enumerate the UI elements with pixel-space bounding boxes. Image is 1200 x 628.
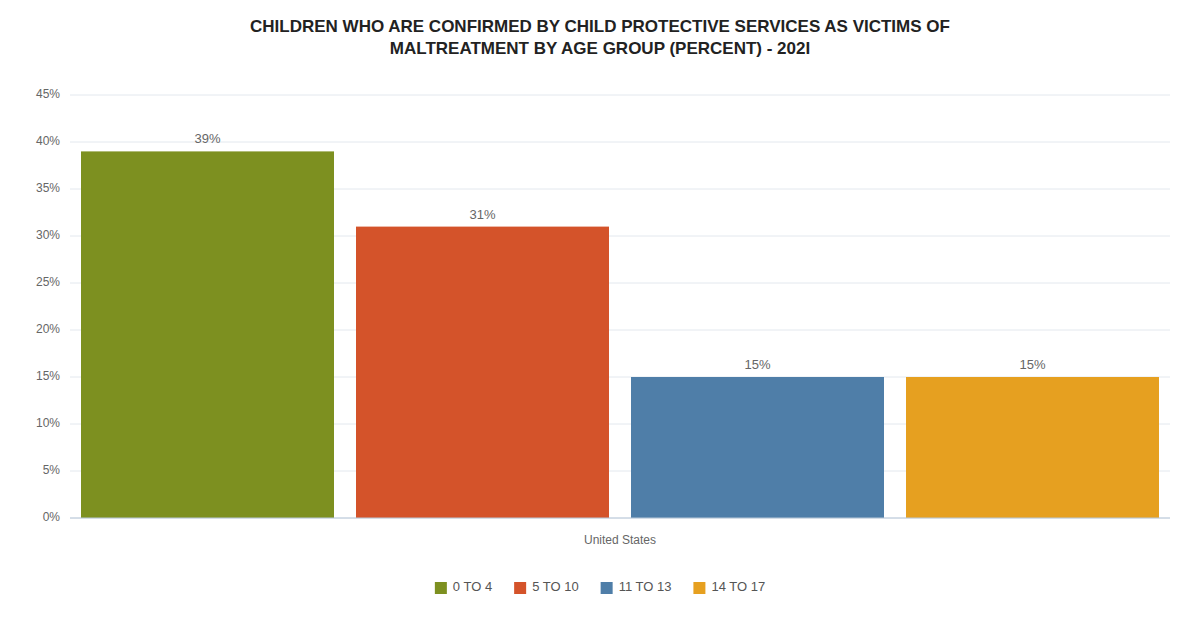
y-tick-label: 25% [36, 275, 60, 289]
x-axis [70, 518, 1170, 519]
bar [631, 377, 884, 518]
title: CHILDREN WHO ARE CONFIRMED BY CHILD PROT… [250, 17, 950, 58]
grid [70, 95, 1170, 518]
y-tick-label: 35% [36, 181, 60, 195]
grid-line [70, 142, 1170, 143]
chart-container: CHILDREN WHO ARE CONFIRMED BY CHILD PROT… [0, 0, 1200, 628]
legend-swatch [601, 582, 613, 594]
legend-label: 14 TO 17 [711, 579, 765, 594]
title-line: MALTREATMENT BY AGE GROUP (PERCENT) - 20… [390, 39, 810, 58]
data-labels: 39% 31% 15% 15% [194, 131, 1045, 372]
y-tick-label: 40% [36, 134, 60, 148]
y-tick-label: 15% [36, 369, 60, 383]
x-axis-line [70, 518, 1170, 519]
y-tick-label: 10% [36, 416, 60, 430]
bar [906, 377, 1159, 518]
y-tick-label: 20% [36, 322, 60, 336]
title-line: CHILDREN WHO ARE CONFIRMED BY CHILD PROT… [250, 17, 950, 36]
data-label: 15% [1019, 357, 1045, 372]
legend: 0 TO 4 5 TO 10 11 TO 13 14 TO 17 [435, 579, 765, 594]
legend-swatch [435, 582, 447, 594]
data-label: 39% [194, 131, 220, 146]
y-tick-label: 0% [43, 510, 61, 524]
grid-line [70, 95, 1170, 96]
x-axis-label: United States [584, 533, 656, 547]
grid-line [70, 518, 1170, 519]
data-label: 15% [744, 357, 770, 372]
legend-label: 11 TO 13 [619, 579, 672, 594]
legend-label: 5 TO 10 [532, 579, 579, 594]
chart-svg: CHILDREN WHO ARE CONFIRMED BY CHILD PROT… [0, 0, 1200, 628]
data-label: 31% [469, 207, 495, 222]
legend-swatch [693, 582, 705, 594]
y-tick-label: 5% [43, 463, 61, 477]
legend-label: 0 TO 4 [453, 579, 492, 594]
bars [81, 151, 1159, 518]
legend-swatch [514, 582, 526, 594]
bar [356, 227, 609, 518]
bar [81, 151, 334, 518]
y-tick-label: 30% [36, 228, 60, 242]
y-tick-label: 45% [36, 87, 60, 101]
y-axis: 0% 5% 10% 15% 20% 25% 30% 35% 40% 45% [36, 87, 60, 524]
